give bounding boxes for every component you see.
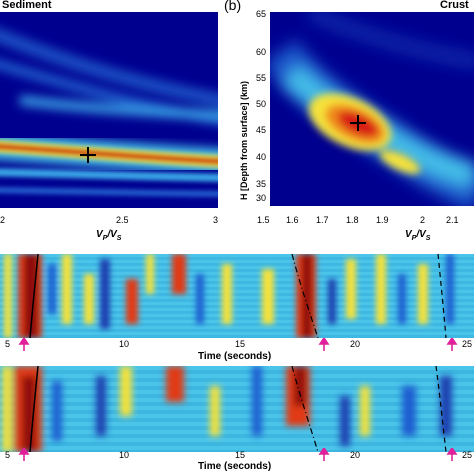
panel-c-xtick-3: 20: [350, 339, 361, 349]
panel-a-upper-bands: [0, 28, 218, 125]
panel-d-waveforms: [2, 366, 452, 452]
panel-a-xtick-0: 2: [0, 215, 6, 225]
panel-a-xlabel: VP/VS: [96, 229, 122, 242]
panel-b-xlabel: VP/VS: [405, 229, 431, 242]
panel-d-xtick-0: 5: [5, 450, 11, 460]
panel-c-xtick-2: 15: [235, 339, 246, 349]
panel-c-xlabel: Time (seconds): [198, 351, 272, 362]
panel-c-arrowhead-2: [318, 338, 330, 345]
panel-a-svg: [0, 12, 218, 208]
panel-c-xtick-1: 10: [119, 339, 130, 349]
panel-d-xtick-2: 15: [235, 450, 246, 460]
panel-d-xlabel: Time (seconds): [198, 461, 272, 472]
panel-b-ylabel: H [Depth from surface] (km): [239, 80, 249, 200]
panel-c-heatmap: [0, 254, 474, 338]
panel-c-curve-3: [437, 254, 447, 338]
panel-a-heatmap: [0, 12, 218, 208]
panel-b-ytick-3: 50: [256, 99, 267, 109]
panel-b-best-fit-marker: [350, 115, 366, 131]
panel-b-label: (b): [224, 0, 242, 13]
panel-d-background: [0, 366, 474, 452]
panel-c-xtick-0: 5: [5, 339, 11, 349]
panel-b-xtick-4: 1.9: [376, 215, 389, 225]
panel-d-svg: [0, 366, 474, 452]
panel-d-xtick-1: 10: [119, 450, 130, 460]
panel-b-svg: [270, 12, 474, 206]
panel-a-main-band: [0, 140, 218, 168]
panel-c-xtick-4: 25: [462, 339, 473, 349]
panel-d-heatmap: [0, 366, 474, 452]
panel-a-best-fit-marker: [80, 147, 96, 163]
panel-b-xtick-0: 1.5: [257, 215, 270, 225]
panel-b-xtick-3: 1.8: [346, 215, 359, 225]
panel-a-xtick-2: 3: [213, 215, 219, 225]
panel-b-xtick-5: 2: [420, 215, 426, 225]
panel-d-curve-1: [29, 366, 39, 452]
panel-c-waveforms: [4, 254, 454, 338]
panel-c-curve-1: [29, 254, 39, 338]
panel-d-arrows: [18, 448, 458, 461]
panel-a-lower-bands: [0, 168, 218, 197]
panel-a-xtick-1: 2.5: [116, 215, 129, 225]
panel-b-title: Crust: [440, 0, 469, 11]
panel-c-background: [0, 254, 474, 338]
panel-a-title: Sediment: [2, 0, 52, 11]
panel-c-arrows: [18, 338, 458, 351]
panel-b-ytick-0: 65: [256, 9, 267, 19]
panel-b-xtick-1: 1.6: [286, 215, 299, 225]
panel-b-ytick-5: 40: [256, 152, 267, 162]
panel-b-xtick-6: 2.1: [446, 215, 459, 225]
panel-b-xtick-2: 1.7: [316, 215, 329, 225]
panel-d-curve-2: [291, 366, 319, 452]
panel-b-ytick-2: 55: [256, 73, 267, 83]
panel-d-xtick-4: 25: [462, 450, 473, 460]
panel-c-svg: [0, 254, 474, 338]
panel-b-ytick-7: 30: [256, 193, 267, 203]
panel-b-ytick-1: 60: [256, 47, 267, 57]
panel-d-arrowhead-3: [446, 448, 458, 455]
panel-d-arrowhead-1: [18, 448, 30, 455]
panel-d-arrowhead-2: [318, 448, 330, 455]
panel-d-xtick-3: 20: [350, 450, 361, 460]
panel-c-arrowhead-1: [18, 338, 30, 345]
panel-b-ytick-4: 45: [256, 125, 267, 135]
panel-b-ytick-6: 35: [256, 179, 267, 189]
panel-c-curve-2: [291, 254, 319, 338]
panel-b-heatmap: [270, 12, 474, 206]
panel-c-arrowhead-3: [446, 338, 458, 345]
